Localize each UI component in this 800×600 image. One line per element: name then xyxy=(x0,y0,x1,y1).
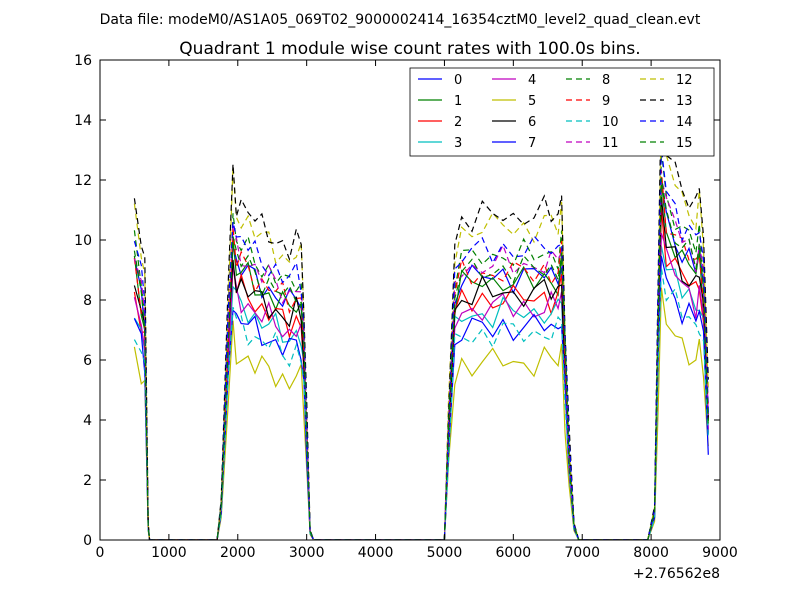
legend-label: 13 xyxy=(676,94,693,109)
legend-label: 5 xyxy=(528,94,536,109)
y-tick-label: 6 xyxy=(83,353,92,369)
x-tick-label: 9000 xyxy=(702,545,738,561)
legend-label: 15 xyxy=(676,136,693,151)
y-tick-label: 8 xyxy=(83,293,92,309)
y-tick-label: 2 xyxy=(83,473,92,489)
x-axis: 0 1000 2000 3000 4000 5000 6000 7000 8000 9000 xyxy=(96,60,738,561)
legend-label: 7 xyxy=(528,136,536,151)
x-tick-label: 6000 xyxy=(496,545,532,561)
y-tick-label: 16 xyxy=(74,53,92,69)
x-tick-label: 4000 xyxy=(358,545,394,561)
legend-label: 9 xyxy=(602,94,610,109)
legend-label: 11 xyxy=(602,136,619,151)
series-line-11 xyxy=(133,179,709,540)
legend-label: 4 xyxy=(528,73,536,88)
x-tick-label: 0 xyxy=(96,545,105,561)
x-tick-label: 3000 xyxy=(289,545,325,561)
legend-label: 2 xyxy=(454,115,462,130)
legend-box xyxy=(409,67,715,157)
y-tick-label: 4 xyxy=(83,413,92,429)
y-tick-label: 0 xyxy=(83,533,92,549)
suptitle: Data file: modeM0/AS1A05_069T02_90000024… xyxy=(100,12,701,28)
x-axis-offset-label: +2.76562e8 xyxy=(633,566,720,582)
legend-label: 6 xyxy=(528,115,536,130)
series-line-10 xyxy=(133,268,709,540)
legend-label: 1 xyxy=(454,94,462,109)
legend-label: 0 xyxy=(454,73,462,88)
legend-label: 12 xyxy=(676,73,693,88)
x-tick-label: 5000 xyxy=(427,545,463,561)
series-line-5 xyxy=(133,287,709,540)
chart-title: Quadrant 1 module wise count rates with … xyxy=(179,39,640,59)
x-tick-label: 8000 xyxy=(633,545,669,561)
series-layer xyxy=(133,85,709,540)
legend-label: 10 xyxy=(602,115,619,130)
legend-label: 3 xyxy=(454,136,462,151)
y-tick-label: 14 xyxy=(74,113,92,129)
series-line-13 xyxy=(133,85,709,540)
plot-area: 0 1000 2000 3000 4000 5000 6000 7000 8000 9000 0 2… xyxy=(74,53,738,582)
x-tick-label: 7000 xyxy=(564,545,600,561)
legend-label: 14 xyxy=(676,115,693,130)
x-tick-label: 2000 xyxy=(220,545,256,561)
series-line-14 xyxy=(133,147,709,540)
legend-label: 8 xyxy=(602,73,610,88)
x-tick-label: 1000 xyxy=(151,545,187,561)
y-tick-label: 12 xyxy=(74,173,92,189)
y-tick-label: 10 xyxy=(74,233,92,249)
